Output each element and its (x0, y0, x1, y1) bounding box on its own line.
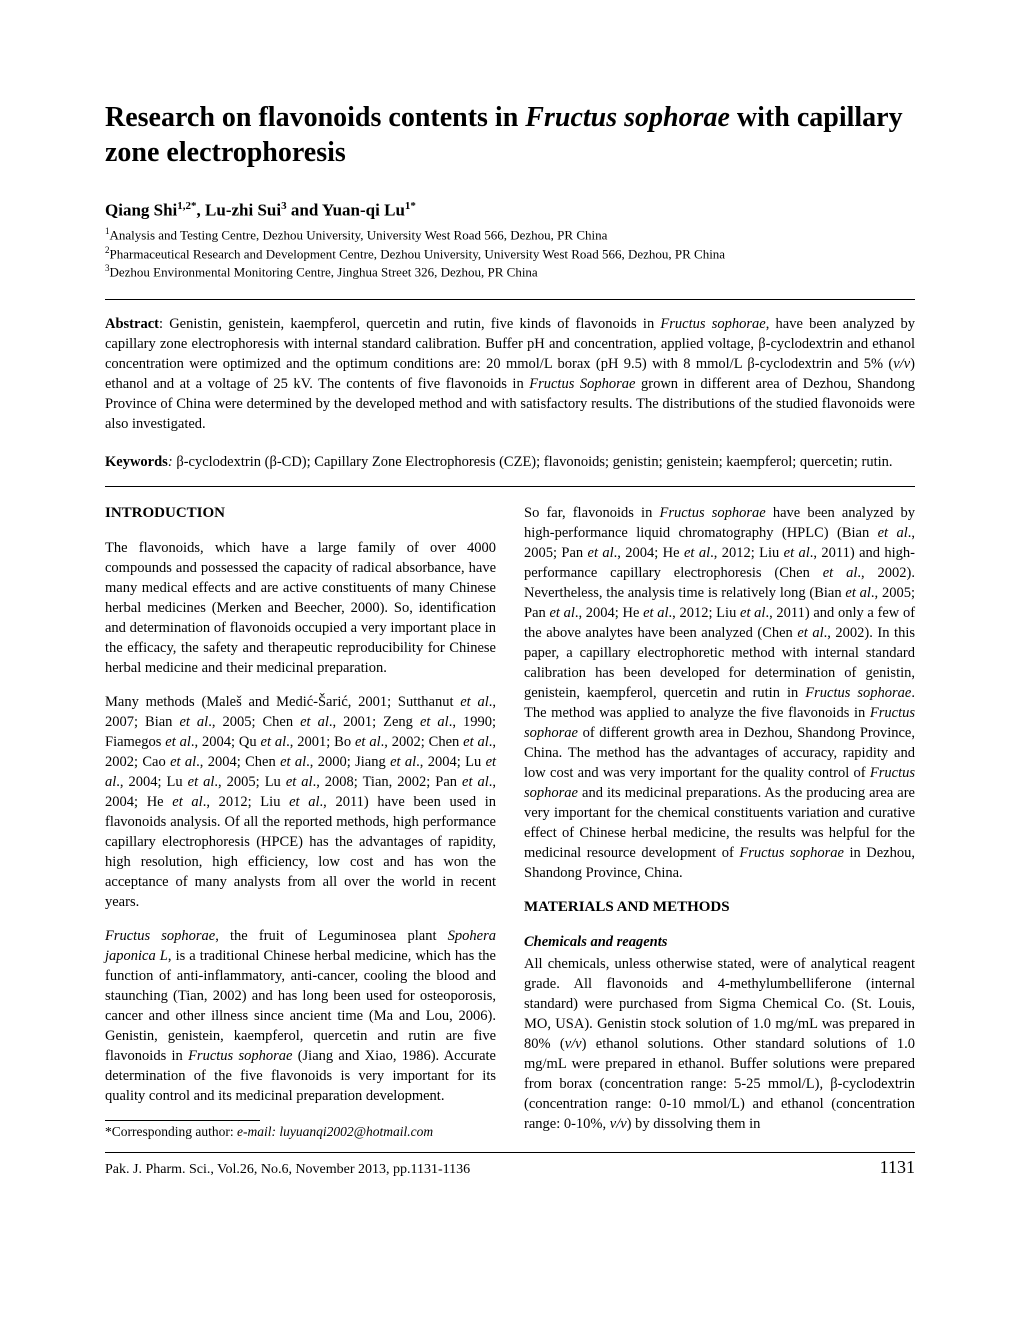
aff-2-text: Pharmaceutical Research and Development … (110, 246, 726, 261)
author-1-sup: 1,2* (177, 200, 196, 212)
divider-bottom (105, 486, 915, 487)
aff-1-text: Analysis and Testing Centre, Dezhou Univ… (110, 227, 608, 242)
corresponding-divider (105, 1120, 260, 1121)
journal-ref: Pak. J. Pharm. Sci., Vol.26, No.6, Novem… (105, 1162, 470, 1178)
corresponding-author: *Corresponding author: e-mail: luyuanqi2… (105, 1123, 496, 1142)
paper-title: Research on flavonoids contents in Fruct… (105, 100, 915, 170)
section-materials: MATERIALS AND METHODS (524, 897, 915, 918)
author-1: Qiang Shi (105, 201, 177, 220)
materials-para-1: All chemicals, unless otherwise stated, … (524, 954, 915, 1134)
author-3-sup: 1* (405, 200, 416, 212)
corr-label: *Corresponding author: (105, 1124, 234, 1139)
title-part1: Research on flavonoids contents in (105, 102, 525, 133)
page-number: 1131 (880, 1157, 915, 1178)
two-column-body: INTRODUCTION The flavonoids, which have … (105, 503, 915, 1141)
right-para-1: So far, flavonoids in Fructus sophorae h… (524, 503, 915, 883)
affiliation-2: 2Pharmaceutical Research and Development… (105, 244, 915, 263)
keywords: Keywords: β-cyclodextrin (β-CD); Capilla… (105, 452, 915, 472)
abstract: Abstract: Genistin, genistein, kaempfero… (105, 314, 915, 434)
title-italic: Fructus sophorae (525, 102, 730, 133)
intro-para-2: Many methods (Maleš and Medić-Šarić, 200… (105, 692, 496, 912)
subsection-chemicals: Chemicals and reagents (524, 932, 915, 952)
column-right: So far, flavonoids in Fructus sophorae h… (524, 503, 915, 1141)
corr-text: e-mail: luyuanqi2002@hotmail.com (234, 1124, 434, 1139)
page-footer: Pak. J. Pharm. Sci., Vol.26, No.6, Novem… (105, 1152, 915, 1178)
abstract-i1: Fructus sophorae (660, 316, 765, 332)
column-left: INTRODUCTION The flavonoids, which have … (105, 503, 496, 1141)
author-3: Yuan-qi Lu (322, 201, 405, 220)
author-sep-1: , (197, 201, 206, 220)
abstract-label: Abstract (105, 316, 159, 332)
abstract-i4: Fructus Sophorae (529, 376, 635, 392)
keywords-text: β-cyclodextrin (β-CD); Capillary Zone El… (176, 454, 892, 470)
intro-para-3: Fructus sophorae, the fruit of Leguminos… (105, 926, 496, 1106)
author-sep-2: and (287, 201, 322, 220)
affiliation-3: 3Dezhou Environmental Monitoring Centre,… (105, 262, 915, 281)
authors: Qiang Shi1,2*, Lu-zhi Sui3 and Yuan-qi L… (105, 200, 915, 221)
section-introduction: INTRODUCTION (105, 503, 496, 524)
abstract-i3: v/v (893, 356, 910, 372)
aff-3-text: Dezhou Environmental Monitoring Centre, … (110, 265, 538, 280)
affiliations: 1Analysis and Testing Centre, Dezhou Uni… (105, 225, 915, 282)
intro-para-1: The flavonoids, which have a large famil… (105, 538, 496, 678)
divider-top (105, 299, 915, 300)
abstract-t1: : Genistin, genistein, kaempferol, querc… (159, 316, 660, 332)
keywords-label: Keywords (105, 454, 168, 470)
affiliation-1: 1Analysis and Testing Centre, Dezhou Uni… (105, 225, 915, 244)
author-2: Lu-zhi Sui (205, 201, 281, 220)
